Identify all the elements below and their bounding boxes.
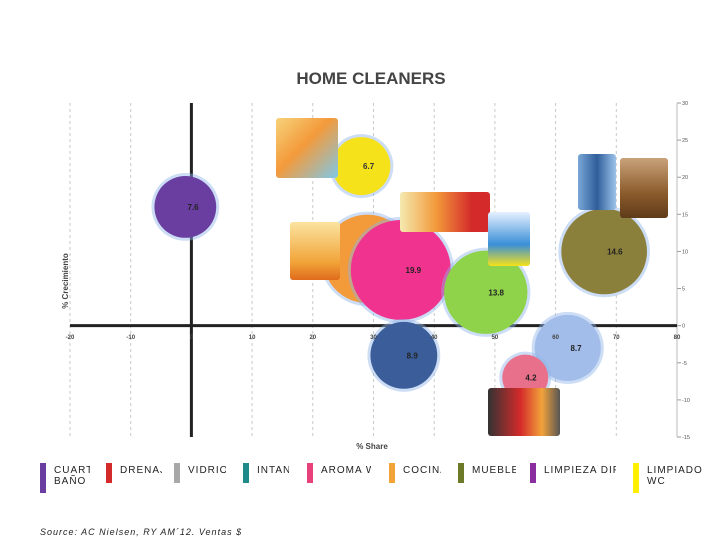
- bubble: [154, 176, 217, 238]
- y-tick-label: 20: [682, 175, 688, 181]
- legend-item: CUARTO BAÑO: [40, 463, 90, 493]
- bubble-label: 4.2: [525, 374, 537, 383]
- legend-item: VIDRIOS: [174, 463, 226, 483]
- bubble: [561, 208, 647, 295]
- x-axis-label: % Share: [356, 442, 388, 451]
- y-tick-label: -5: [682, 361, 687, 367]
- bubble-label: 14.6: [607, 247, 623, 256]
- bubbles: 7.66.715.619.913.814.68.98.74.2: [151, 134, 650, 404]
- product-image-muebles-box: [620, 158, 668, 218]
- legend-item: AROMA WC: [307, 463, 371, 483]
- legend-item: LIMPIEZA DIFÍCIL: [530, 463, 616, 483]
- y-tick-label: 10: [682, 249, 688, 255]
- y-tick-label: 5: [682, 287, 685, 293]
- product-image-cocinas: [290, 222, 340, 280]
- bubble-label: 13.8: [488, 288, 504, 297]
- x-tick-label: 60: [552, 335, 559, 341]
- y-tick-label: 15: [682, 212, 688, 218]
- bubble: [332, 137, 391, 196]
- product-image-drenaje: [400, 192, 490, 232]
- bubble: [534, 314, 601, 381]
- bubble-label: 8.9: [407, 351, 419, 360]
- bubble-label: 7.6: [187, 203, 199, 212]
- legend-item: DRENAJE: [106, 463, 162, 483]
- x-tick-label: 30: [370, 335, 377, 341]
- y-tick-label: 30: [682, 101, 688, 107]
- chart-title: HOME CLEANERS: [296, 69, 445, 88]
- x-tick-label: 0: [190, 335, 194, 341]
- tick-labels: -20 -10 0 10 20 30 40 50 60 70 80302520151050-5-10…: [66, 101, 690, 441]
- x-tick-label: 80: [674, 335, 681, 341]
- x-tick-label: 50: [492, 335, 499, 341]
- product-image-limpiador-wc: [488, 212, 530, 266]
- y-tick-label: 25: [682, 138, 688, 144]
- x-tick-label: 20: [309, 335, 316, 341]
- x-tick-label: 40: [431, 335, 438, 341]
- legend-item: INTANK: [243, 463, 289, 483]
- y-tick-label: -15: [682, 435, 690, 441]
- x-tick-label: 70: [613, 335, 620, 341]
- product-image-muebles-spray: [578, 154, 616, 210]
- legend-item: MUEBLES: [458, 463, 516, 483]
- grid-lines: [69, 102, 681, 438]
- legend-item: COCINAS: [389, 463, 441, 483]
- product-image-intank: [488, 388, 560, 436]
- source-note: Source: AC Nielsen, RY AM´12. Ventas $: [40, 527, 243, 537]
- bubble: [444, 250, 528, 334]
- bubble-label: 8.7: [570, 344, 582, 353]
- bubble: [370, 321, 438, 389]
- y-axis-label: % Crecimiento: [61, 253, 70, 309]
- legend-item: LIMPIADOR WC: [633, 463, 703, 493]
- x-tick-label: -20: [66, 335, 75, 341]
- y-tick-label: 0: [682, 324, 685, 330]
- product-image-cuarto-bano: [276, 118, 338, 178]
- x-tick-label: -10: [126, 335, 135, 341]
- bubble-label: 6.7: [363, 162, 375, 171]
- y-tick-label: -10: [682, 398, 690, 404]
- bubble: [350, 220, 451, 320]
- bubble-label: 19.9: [406, 266, 422, 275]
- x-tick-label: 10: [249, 335, 256, 341]
